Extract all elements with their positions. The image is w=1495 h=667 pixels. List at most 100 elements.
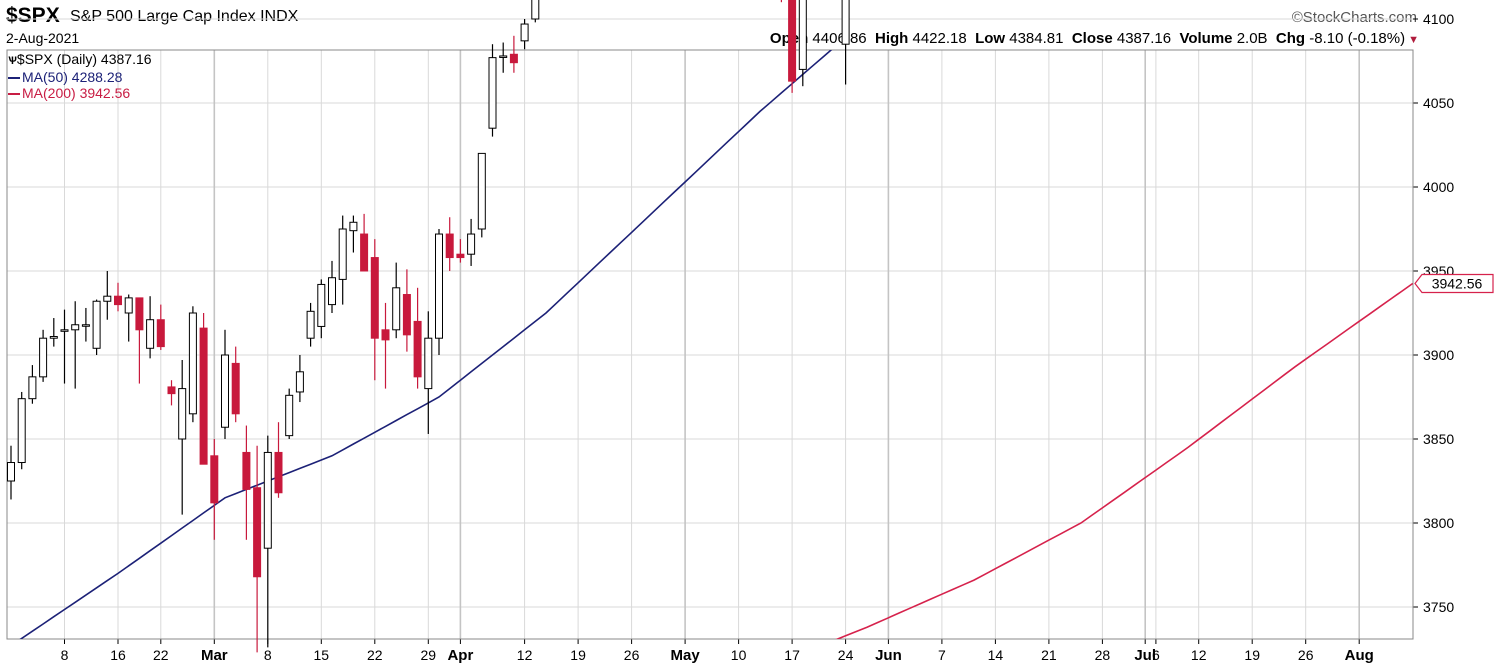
candle-body bbox=[445, 233, 454, 259]
chart-date: 2-Aug-2021 bbox=[6, 30, 80, 46]
candle-body bbox=[231, 362, 240, 415]
x-tick-label: 10 bbox=[731, 647, 747, 663]
candle-body bbox=[188, 312, 197, 415]
legend-ma200-label: MA(200) 3942.56 bbox=[22, 85, 131, 101]
x-tick-label: 26 bbox=[624, 647, 640, 663]
candle-body bbox=[81, 324, 90, 327]
close-value: 4387.16 bbox=[1116, 30, 1172, 47]
candle-body bbox=[531, 0, 540, 20]
candle-body bbox=[402, 294, 411, 336]
candle-body bbox=[103, 295, 112, 302]
candle-body bbox=[146, 319, 155, 349]
candle-body bbox=[71, 324, 80, 331]
candle-body bbox=[456, 253, 465, 259]
down-arrow-icon: ▼ bbox=[1408, 34, 1419, 46]
low-value: 4384.81 bbox=[1009, 30, 1064, 47]
x-tick-label: 24 bbox=[838, 647, 854, 663]
candle-body bbox=[338, 228, 347, 280]
candle-body bbox=[360, 233, 369, 272]
x-tick-label: 26 bbox=[1298, 647, 1314, 663]
candle-body bbox=[381, 329, 390, 341]
chg-label: Chg bbox=[1275, 30, 1306, 47]
candle-body bbox=[435, 233, 443, 339]
high-label: High bbox=[875, 30, 909, 47]
legend-main: Ѱ$SPX (Daily) 4387.16 bbox=[8, 51, 152, 69]
plot-frame bbox=[6, 49, 1414, 640]
open-value: 4406.86 bbox=[812, 30, 867, 47]
candle-body bbox=[370, 257, 379, 339]
x-tick-label: 22 bbox=[367, 647, 383, 663]
candle-body bbox=[274, 451, 283, 494]
x-tick-label: 21 bbox=[1041, 647, 1057, 663]
candle-body bbox=[285, 394, 294, 437]
ticker-symbol: $SPX bbox=[6, 4, 60, 27]
candle-body bbox=[17, 398, 26, 464]
x-tick-label: May bbox=[671, 647, 701, 664]
ma50-line-icon bbox=[8, 77, 20, 80]
candle-body bbox=[477, 152, 486, 230]
candle-body bbox=[210, 455, 219, 504]
x-tick-label: 6 bbox=[1152, 647, 1160, 663]
index-name: S&P 500 Large Cap Index INDX bbox=[70, 8, 298, 26]
x-tick-label: 12 bbox=[1191, 647, 1207, 663]
candle-body bbox=[167, 386, 176, 395]
x-tick-label: Mar bbox=[201, 647, 228, 664]
candle-body bbox=[178, 388, 187, 440]
candle-body bbox=[413, 320, 422, 378]
candle-body bbox=[841, 0, 850, 45]
candle-body bbox=[253, 487, 262, 578]
candle-body bbox=[263, 451, 272, 549]
x-tick-label: 8 bbox=[264, 647, 272, 663]
x-tick-label: 12 bbox=[517, 647, 533, 663]
x-tick-label: Jun bbox=[875, 647, 902, 664]
candle-body bbox=[424, 337, 433, 390]
ma50-line bbox=[19, 50, 833, 639]
candle-body bbox=[221, 354, 229, 428]
price-tag-label-ma200: 3942.56 bbox=[1432, 275, 1483, 291]
candle-body bbox=[499, 55, 508, 58]
candle-body bbox=[295, 371, 304, 393]
y-tick-label: 4050 bbox=[1423, 95, 1454, 111]
candle-body bbox=[39, 337, 48, 378]
legend-main-label: $SPX (Daily) 4387.16 bbox=[16, 51, 152, 67]
x-tick-label: Jul bbox=[1134, 647, 1156, 664]
candle-body bbox=[488, 57, 497, 129]
x-tick-label: 7 bbox=[938, 647, 946, 663]
close-label: Close bbox=[1071, 30, 1113, 47]
candle-body bbox=[509, 53, 518, 64]
x-tick-label: 28 bbox=[1095, 647, 1111, 663]
candle-body bbox=[349, 221, 358, 232]
x-tick-label: 16 bbox=[110, 647, 126, 663]
x-tick-label: 29 bbox=[421, 647, 437, 663]
candle-body bbox=[60, 329, 69, 332]
price-tag-ma200 bbox=[1414, 273, 1494, 294]
exchange-code: INDX bbox=[260, 8, 299, 25]
legend-ma200: MA(200) 3942.56 bbox=[8, 85, 152, 101]
candle-body bbox=[124, 297, 133, 314]
ma200-line bbox=[835, 282, 1413, 639]
low-label: Low bbox=[975, 30, 1006, 47]
candle-body bbox=[156, 319, 165, 348]
candle-body bbox=[28, 376, 37, 400]
index-full-name: S&P 500 Large Cap Index bbox=[70, 8, 256, 25]
candle-body bbox=[92, 300, 101, 349]
x-tick-label: 17 bbox=[784, 647, 800, 663]
volume-label: Volume bbox=[1179, 30, 1233, 47]
chart-legend: Ѱ$SPX (Daily) 4387.16 MA(50) 4288.28 MA(… bbox=[8, 51, 152, 101]
brand-watermark: ©StockCharts.com bbox=[1291, 9, 1417, 26]
chg-value: -8.10 (-0.18%) bbox=[1309, 30, 1406, 47]
x-tick-label: 14 bbox=[988, 647, 1004, 663]
candle-body bbox=[135, 297, 144, 331]
legend-ma50: MA(50) 4288.28 bbox=[8, 69, 152, 85]
candle-body bbox=[199, 327, 208, 465]
x-tick-label: 8 bbox=[61, 647, 69, 663]
high-value: 4422.18 bbox=[912, 30, 967, 47]
x-tick-label: 19 bbox=[570, 647, 586, 663]
candle-body bbox=[392, 287, 401, 331]
candle-body bbox=[317, 283, 326, 327]
x-tick-label: 22 bbox=[153, 647, 169, 663]
x-tick-label: 19 bbox=[1244, 647, 1260, 663]
y-tick-label: 3850 bbox=[1423, 431, 1454, 447]
candle-icon: Ѱ bbox=[8, 55, 17, 67]
